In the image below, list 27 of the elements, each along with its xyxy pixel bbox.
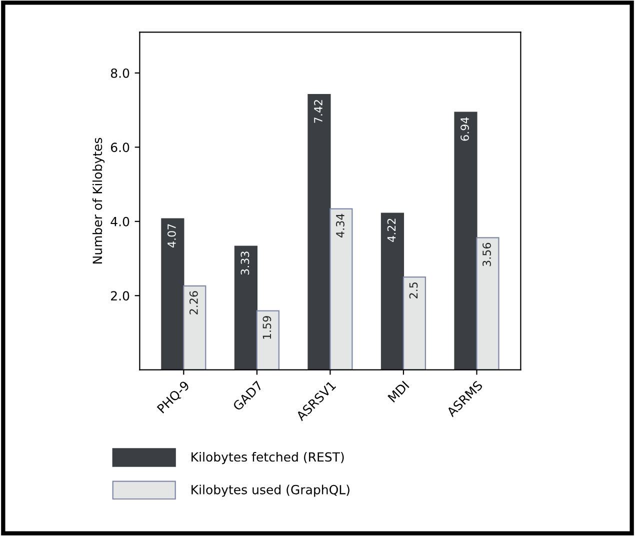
y-axis-title: Number of Kilobytes xyxy=(92,138,105,264)
legend-label: Kilobytes used (GraphQL) xyxy=(192,484,350,497)
data-label: 1.59 xyxy=(262,316,272,339)
y-tick-label: 6.0 xyxy=(110,142,130,152)
y-tick-label: 4.0 xyxy=(110,216,130,226)
data-label: 4.22 xyxy=(387,218,396,242)
bar xyxy=(380,212,404,370)
bar xyxy=(308,94,331,370)
bar xyxy=(454,112,478,370)
bar xyxy=(161,218,184,370)
data-label: 7.42 xyxy=(314,100,322,123)
y-tick-label: 8.0 xyxy=(110,68,130,78)
data-label: 4.07 xyxy=(167,224,176,248)
legend-label: Kilobytes fetched (REST) xyxy=(192,452,344,464)
data-label: 4.34 xyxy=(336,214,344,238)
data-label: 3.56 xyxy=(482,242,491,266)
y-tick-label: 2.0 xyxy=(111,291,130,301)
bar xyxy=(330,208,353,370)
bar xyxy=(476,237,500,370)
bar xyxy=(183,285,206,370)
bar xyxy=(402,276,426,370)
data-label: 2.26 xyxy=(189,291,198,314)
bar xyxy=(256,310,280,370)
data-label: 3.33 xyxy=(240,252,250,275)
data-label: 2.5 xyxy=(409,282,418,298)
bar xyxy=(234,246,258,370)
data-label: 6.94 xyxy=(460,117,469,141)
